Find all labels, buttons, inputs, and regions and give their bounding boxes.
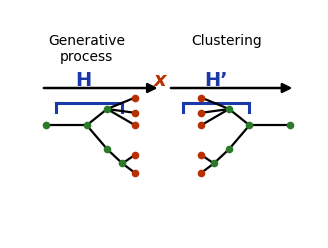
Text: H’: H’ — [205, 71, 228, 90]
Text: Generative
process: Generative process — [48, 33, 125, 64]
Text: x: x — [154, 71, 167, 90]
Text: Clustering: Clustering — [191, 33, 262, 48]
Text: H: H — [75, 71, 91, 90]
